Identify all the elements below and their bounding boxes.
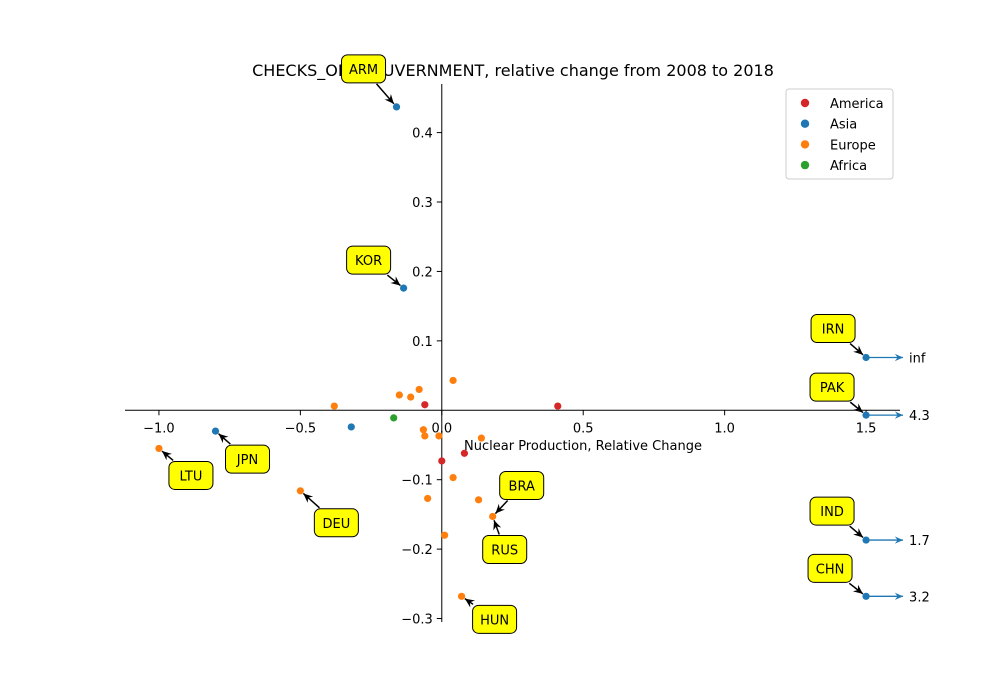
data-point-europe xyxy=(330,402,338,410)
y-tick-label: −0.1 xyxy=(401,474,433,489)
data-point-europe xyxy=(449,376,457,385)
legend-frame xyxy=(785,88,894,180)
legend-marker-asia xyxy=(800,119,810,128)
data-point-europe xyxy=(421,432,429,440)
data-point-europe xyxy=(441,531,449,539)
annotation-label: RUS xyxy=(491,543,518,558)
annotation-label: IND xyxy=(820,505,844,520)
annotation-label: JPN xyxy=(236,453,258,468)
y-tick-label: 0.2 xyxy=(412,265,433,280)
offscale-value-label: 3.2 xyxy=(909,590,930,605)
annotation-arrow xyxy=(218,433,231,445)
annotation-arrow xyxy=(375,83,395,105)
data-point-europe xyxy=(449,474,457,482)
y-tick-label: 0.3 xyxy=(412,196,433,211)
data-point-europe xyxy=(415,385,423,394)
x-tick-label: 0.5 xyxy=(573,421,594,436)
data-point-europe xyxy=(395,391,403,399)
annotation-box xyxy=(482,534,528,564)
x-axis-label: Nuclear Production, Relative Change xyxy=(464,439,702,454)
annotation-box xyxy=(168,460,214,490)
annotation-label: LTU xyxy=(179,469,202,484)
x-tick-label: 1.5 xyxy=(856,421,877,436)
data-point-europe xyxy=(155,444,163,453)
x-tick-label: −1.0 xyxy=(143,421,175,436)
y-tick-label: 0.4 xyxy=(412,127,433,142)
annotation-box xyxy=(313,508,359,538)
annotation-box xyxy=(341,54,387,84)
annotation-label: KOR xyxy=(355,254,382,269)
data-point-asia xyxy=(347,423,355,431)
legend-marker-america xyxy=(800,98,810,108)
annotation-label: IRN xyxy=(822,323,845,338)
x-tick-label: 1.0 xyxy=(714,421,735,436)
data-point-europe xyxy=(424,494,432,503)
data-points xyxy=(155,103,870,600)
chart-title: CHECKS_ON_GOUVERNMENT, relative change f… xyxy=(252,61,774,81)
annotation-label: HUN xyxy=(480,613,509,628)
annotation-box xyxy=(472,604,518,634)
annotation-label: DEU xyxy=(322,517,350,532)
offscale-value-label: inf xyxy=(909,352,926,367)
legend-entry-asia: Asia xyxy=(830,118,857,133)
annotation-arrow xyxy=(302,492,320,509)
annotation-box xyxy=(499,470,545,500)
annotation-arrow xyxy=(161,450,174,462)
annotation-label: PAK xyxy=(820,381,845,396)
x-tick-label: 0.0 xyxy=(431,421,452,436)
data-point-europe xyxy=(435,432,443,440)
y-tick-label: 0.1 xyxy=(412,335,433,350)
annotation-label: CHN xyxy=(816,562,845,577)
legend-marker-europe xyxy=(800,140,810,149)
legend-entry-europe: Europe xyxy=(830,138,876,153)
data-point-america xyxy=(460,449,469,457)
annotation-box xyxy=(346,245,392,275)
annotation-arrow xyxy=(849,525,864,539)
annotation-arrow xyxy=(386,274,401,287)
legend: America Asia Europe Africa xyxy=(785,88,894,180)
annotation-box xyxy=(809,496,855,526)
data-point-europe xyxy=(419,426,428,434)
legend-marker-africa xyxy=(800,160,810,170)
data-point-asia xyxy=(211,427,220,435)
annotation-arrow xyxy=(464,597,476,608)
data-point-europe xyxy=(474,496,483,504)
annotation-box xyxy=(809,372,855,402)
annotation-box xyxy=(225,444,271,474)
x-tick-label: −0.5 xyxy=(285,421,317,436)
data-point-asia xyxy=(400,284,408,292)
annotation-arrow xyxy=(849,342,864,356)
annotation-arrow xyxy=(849,401,864,414)
y-tick-label: −0.2 xyxy=(401,543,433,558)
data-point-europe xyxy=(477,434,485,442)
data-point-america xyxy=(421,401,429,409)
legend-entry-africa: Africa xyxy=(830,159,867,174)
annotation-box xyxy=(810,314,856,344)
data-point-europe xyxy=(296,487,304,495)
annotation-arrow xyxy=(494,499,509,515)
axes: −1.0 −0.5 0.0 0.5 1.0 1.5 −0.3 −0.2 −0.1 0.1 0.2 0.… xyxy=(125,84,900,628)
offscale-value-label: 1.7 xyxy=(909,534,930,549)
data-point-europe xyxy=(457,592,466,600)
data-point-america xyxy=(554,402,562,410)
data-point-africa xyxy=(390,414,398,422)
data-point-asia xyxy=(392,103,401,111)
annotation-label: ARM xyxy=(349,63,378,78)
annotation-arrow xyxy=(848,582,864,595)
y-tick-label: −0.3 xyxy=(401,613,433,628)
annotation-label: BRA xyxy=(509,479,535,494)
data-point-europe xyxy=(407,393,415,401)
data-point-europe xyxy=(489,512,497,521)
annotation-arrow xyxy=(493,519,502,535)
data-point-america xyxy=(438,457,446,465)
offscale-value-label: 4.3 xyxy=(909,409,930,424)
annotations: ARM KOR JPN LTU DEU BRA RUS HUN IRN inf PAK 4.3 IND 1… xyxy=(161,54,930,634)
legend-entry-america: America xyxy=(830,97,884,112)
annotation-box xyxy=(807,553,853,583)
